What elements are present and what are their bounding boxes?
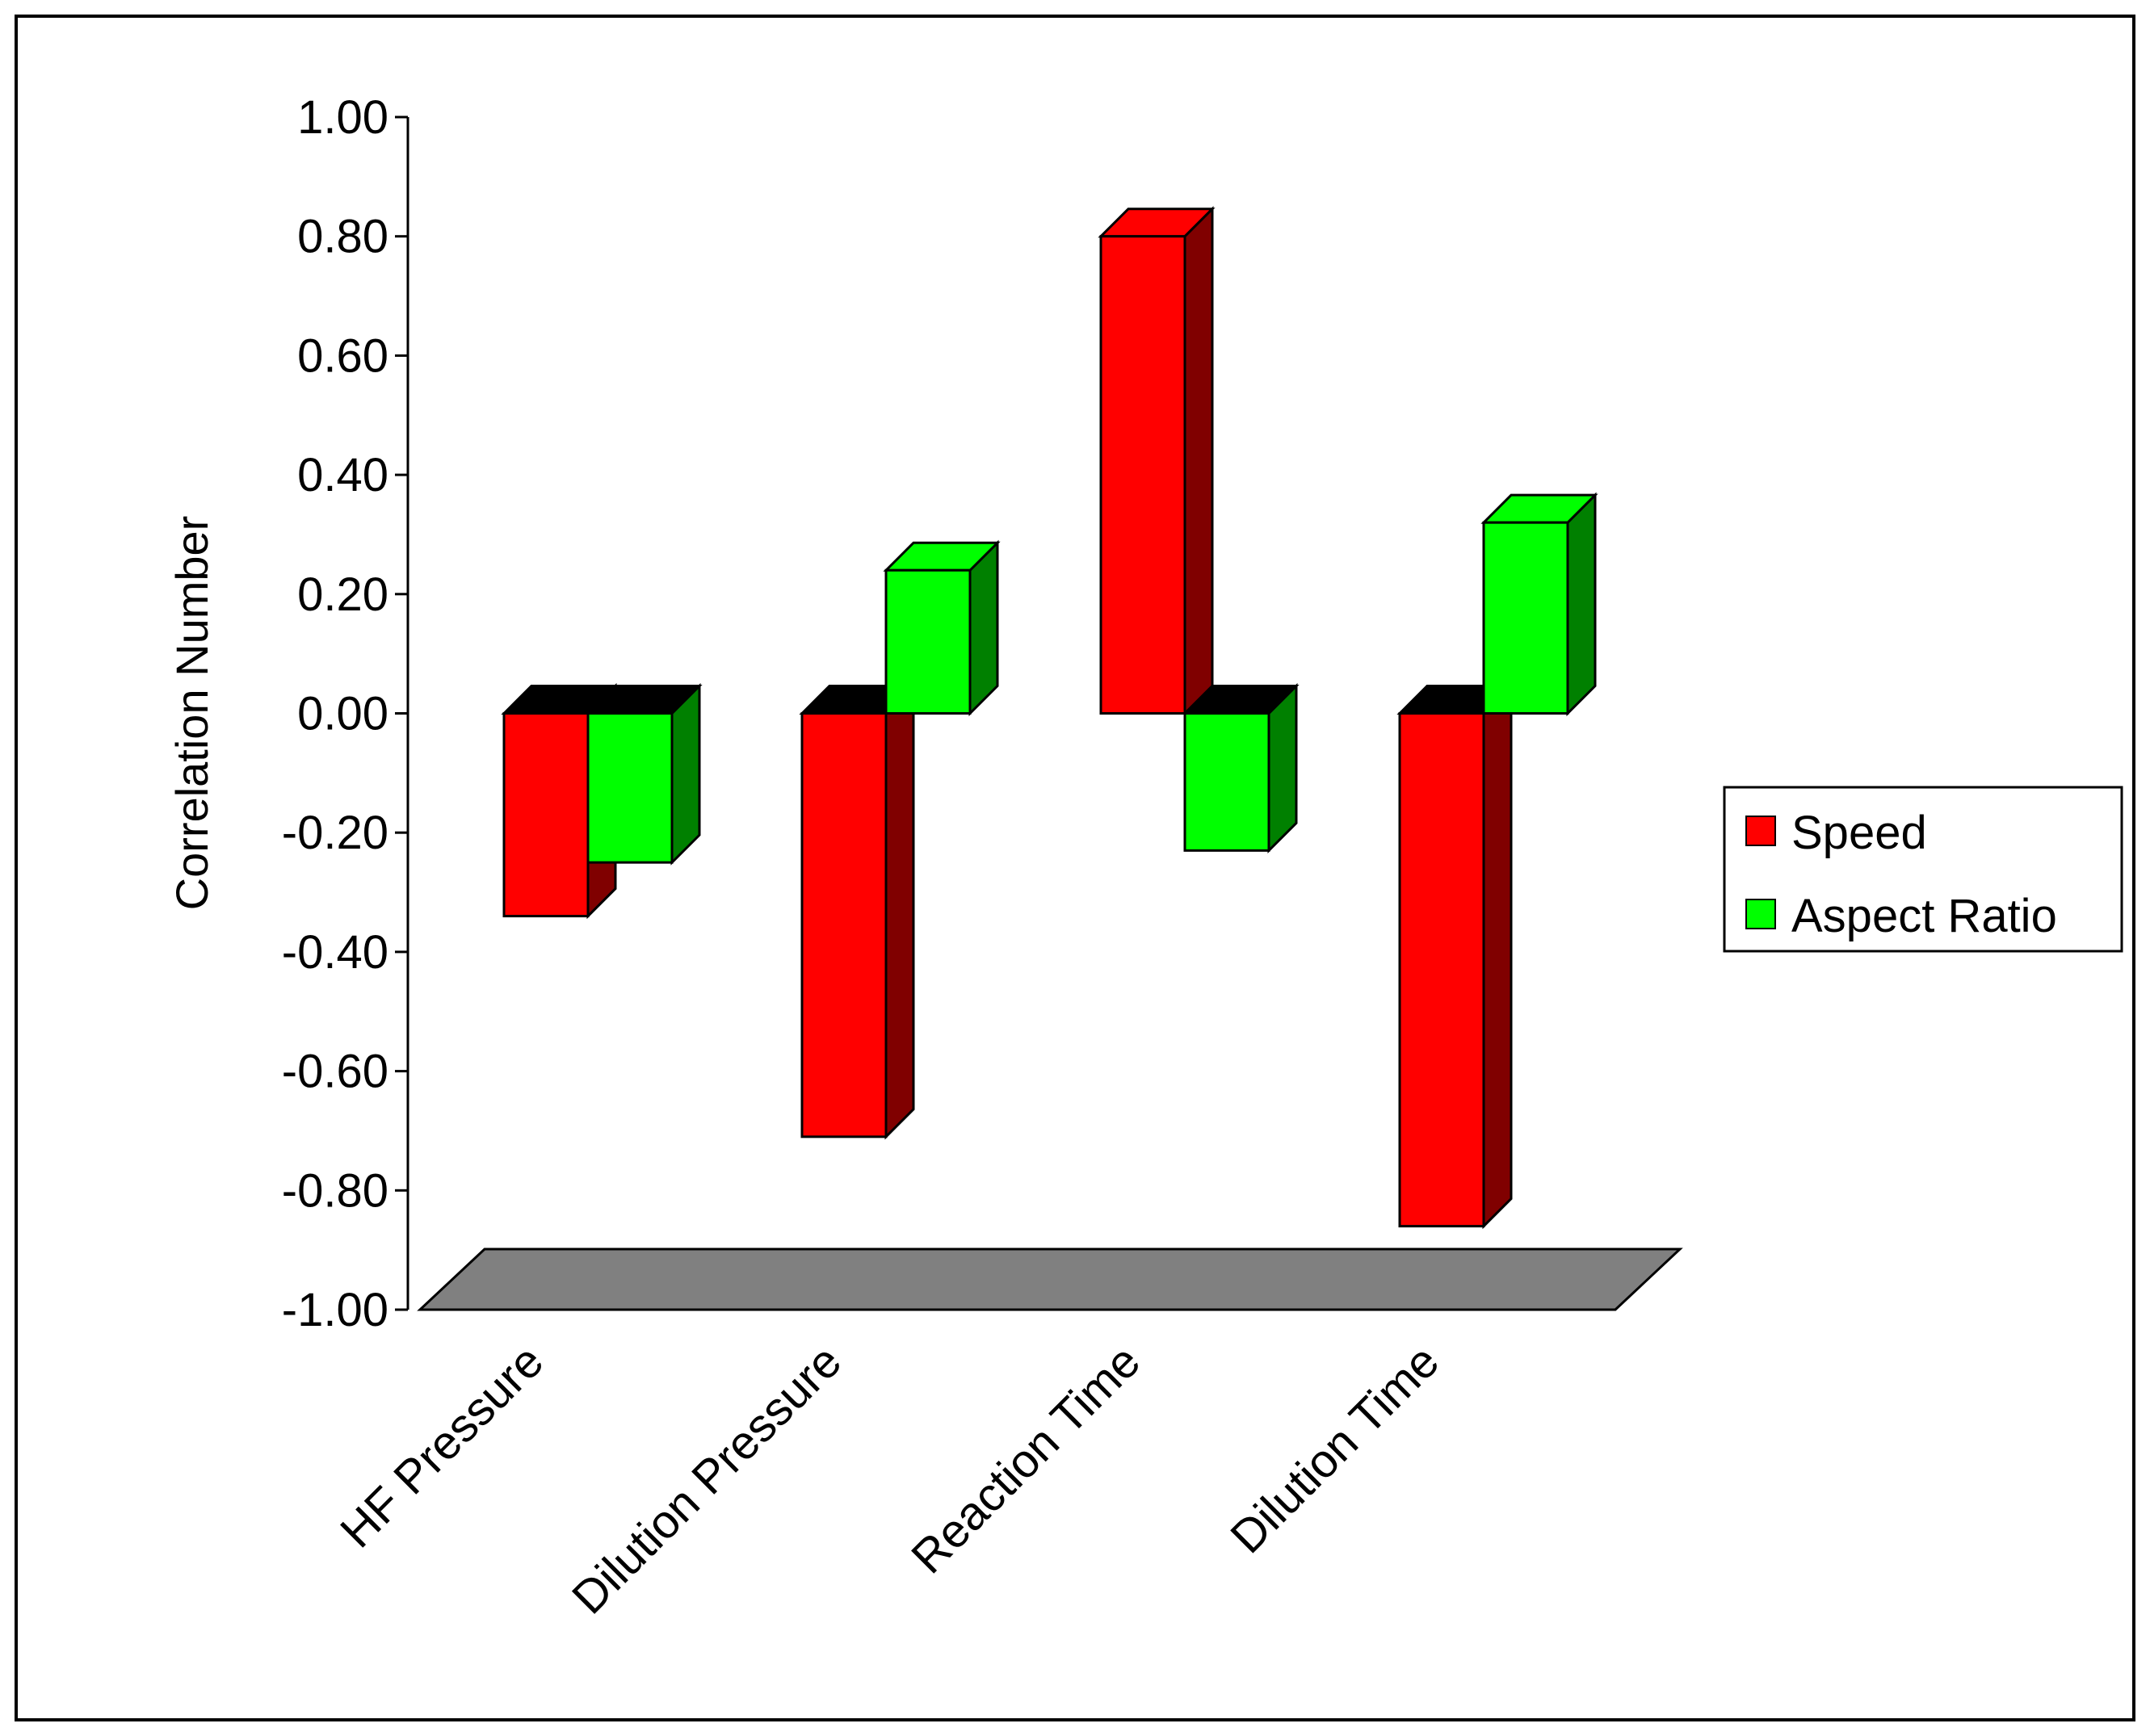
chart-floor (417, 1247, 1683, 1311)
legend-swatch-aspect-ratio (1745, 899, 1776, 929)
bar-speed-reaction-time-front (1099, 235, 1186, 715)
y-tick-label: 0.20 (297, 568, 388, 621)
bar-aspect-ratio-dilution-time-side (1566, 492, 1597, 717)
legend-label-speed: Speed (1791, 807, 1927, 859)
y-tick-label: -0.20 (282, 807, 388, 859)
legend-box (1723, 786, 2123, 953)
bar-speed-hf-pressure-front (502, 712, 590, 918)
bar-speed-dilution-pressure (799, 682, 917, 1140)
bar-aspect-ratio-reaction-time (1182, 682, 1300, 853)
bar-speed-dilution-pressure-front (800, 712, 888, 1138)
y-axis-title: Correlation Number (166, 516, 217, 911)
bar-aspect-ratio-dilution-time-front (1482, 521, 1569, 715)
legend: Speed Aspect Ratio (1723, 786, 2123, 953)
y-tick-label: -0.80 (282, 1164, 388, 1217)
legend-label-aspect-ratio: Aspect Ratio (1791, 890, 2057, 942)
y-tick-label: 0.00 (297, 688, 388, 740)
y-tick-label: 0.80 (297, 211, 388, 263)
bar-speed-reaction-time (1098, 206, 1216, 717)
bar-aspect-ratio-dilution-pressure-front (884, 568, 972, 715)
y-tick-label: -1.00 (282, 1284, 388, 1336)
bar-aspect-ratio-hf-pressure-front (586, 712, 674, 864)
bar-speed-reaction-time-side (1183, 206, 1214, 717)
y-tick-label: 0.40 (297, 449, 388, 501)
legend-swatch-speed (1745, 816, 1776, 846)
y-tick-label: 1.00 (297, 91, 388, 144)
bar-aspect-ratio-hf-pressure-side (670, 682, 701, 866)
bar-speed-dilution-pressure-side (884, 682, 915, 1140)
bar-aspect-ratio-dilution-time (1480, 492, 1598, 717)
y-tick-label: -0.40 (282, 926, 388, 979)
bar-speed-dilution-time (1396, 682, 1514, 1230)
bar-aspect-ratio-dilution-pressure-side (968, 539, 999, 717)
bar-aspect-ratio-hf-pressure (585, 682, 703, 866)
bar-aspect-ratio-dilution-pressure (883, 539, 1001, 717)
bar-speed-dilution-time-front (1398, 712, 1485, 1228)
y-tick-label: -0.60 (282, 1046, 388, 1098)
bar-aspect-ratio-reaction-time-front (1183, 712, 1270, 852)
y-tick-label: 0.60 (297, 329, 388, 382)
bar-speed-dilution-time-side (1482, 682, 1513, 1230)
